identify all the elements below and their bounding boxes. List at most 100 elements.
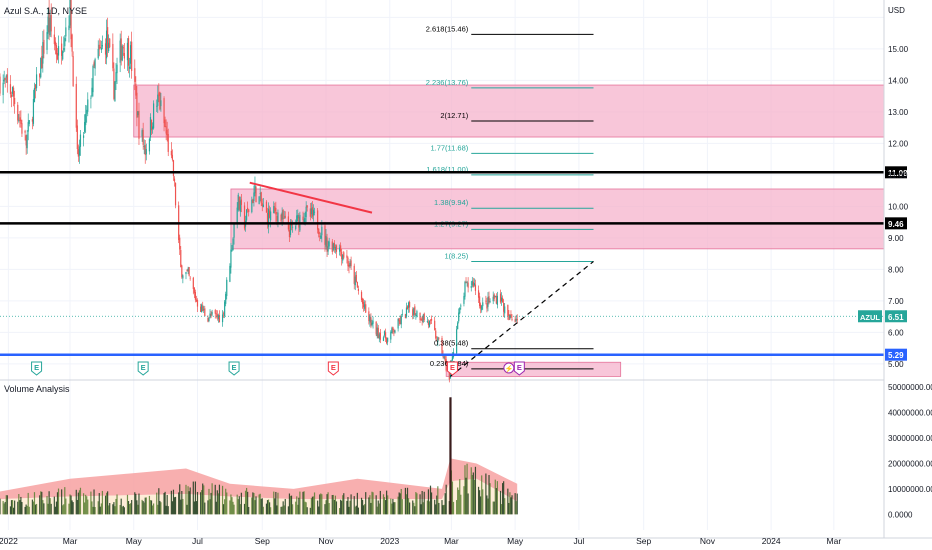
volume-bar [259,493,261,515]
volume-bar [224,499,226,515]
candle-body [289,224,292,236]
volume-bar [465,477,467,515]
volume-bar [355,505,357,515]
volume-bar [240,492,242,515]
volume-bar [496,481,498,515]
candle-body [276,215,278,221]
event-markers[interactable]: E E E E E ⚡ E [31,361,525,376]
volume-bar [421,490,423,515]
volume-bar [108,505,110,515]
earnings-marker[interactable] [513,361,525,376]
volume-bar [356,492,358,515]
candle-body [21,123,23,134]
candle-body [456,329,458,354]
trendlines[interactable] [249,181,594,377]
candle-body [312,209,315,216]
volume-bar [499,490,502,515]
candle-body [127,38,130,66]
symbol-tag [858,310,882,323]
volume-bar [434,499,436,515]
candle-body [382,337,385,341]
candle-body [115,72,117,82]
candle-body [239,200,241,212]
candle-body [153,103,155,129]
candle-body [28,120,30,124]
earnings-marker[interactable] [327,361,339,376]
candle-body [3,79,5,82]
candle-body [435,330,437,339]
candle-body [186,269,188,271]
volume-bar [49,498,51,515]
volume-bar [171,501,174,515]
volume-bar [76,499,78,515]
time-tick-label: 2024 [762,536,781,546]
earnings-marker[interactable] [31,361,43,376]
volume-bar [357,507,360,515]
volume-bar [406,487,409,515]
volume-bar [419,494,421,515]
candle-body [275,208,277,215]
level-price-tag [885,217,907,230]
earnings-marker[interactable] [137,361,149,376]
volume-bar [18,493,20,515]
candle-body [495,295,497,304]
volume-bar [270,507,272,515]
candle-body [304,217,306,223]
volume-bar [334,495,337,515]
candle-body [291,226,294,228]
candle-body [459,307,461,314]
volume-bar [486,495,488,515]
candle-body [105,30,108,59]
candle-body [116,64,118,74]
volume-bar [340,499,342,515]
volume-bar [287,506,289,515]
candle-body [274,207,276,211]
volume-bar [401,499,403,515]
price-tick-label: 8.00 [888,265,904,274]
candle-body [137,111,139,116]
volume-bar [360,497,363,515]
volume-bar [130,503,132,515]
candle-body [277,212,279,223]
candle-body [18,120,20,122]
volume-bar [119,504,121,515]
volume-bar [441,500,443,515]
volume-bar [354,506,356,515]
candle-body [144,145,146,156]
horizontal-levels[interactable]: 11.08 9.46 5.29 AZUL 6.51 [0,166,908,361]
trendline[interactable] [449,260,594,377]
candle-body [378,334,380,339]
trendline[interactable] [249,181,373,214]
earnings-marker[interactable] [446,361,458,376]
volume-bar [502,483,504,515]
volume-bar [391,503,393,515]
zone-1[interactable] [133,84,885,138]
candle-body [437,337,439,342]
volume-bar [143,502,145,515]
volume-bar [516,493,518,515]
volume-bar [464,465,466,515]
volume-bar [214,484,216,515]
candle-body [221,314,224,323]
earnings-marker[interactable] [228,361,240,376]
volume-bar [295,501,297,515]
candle-body [355,274,357,283]
earnings-marker-label: E [34,363,39,372]
candle-body [27,122,29,132]
volume-bar [244,490,247,515]
volume-bar [210,492,212,515]
candle-body [338,247,341,252]
volume-bar [39,495,41,515]
level-price-label: 11.08 [888,169,908,178]
volume-bar [479,490,481,515]
volume-bar [399,493,401,515]
volume-bar [426,500,428,515]
volume-bar [93,489,95,515]
candle-body [428,320,431,327]
level-price-label: 5.29 [888,351,904,360]
volume-bar [178,492,180,515]
volume-bar [251,497,253,515]
volume-spike-bar [449,397,452,515]
volume-bar [6,495,8,515]
